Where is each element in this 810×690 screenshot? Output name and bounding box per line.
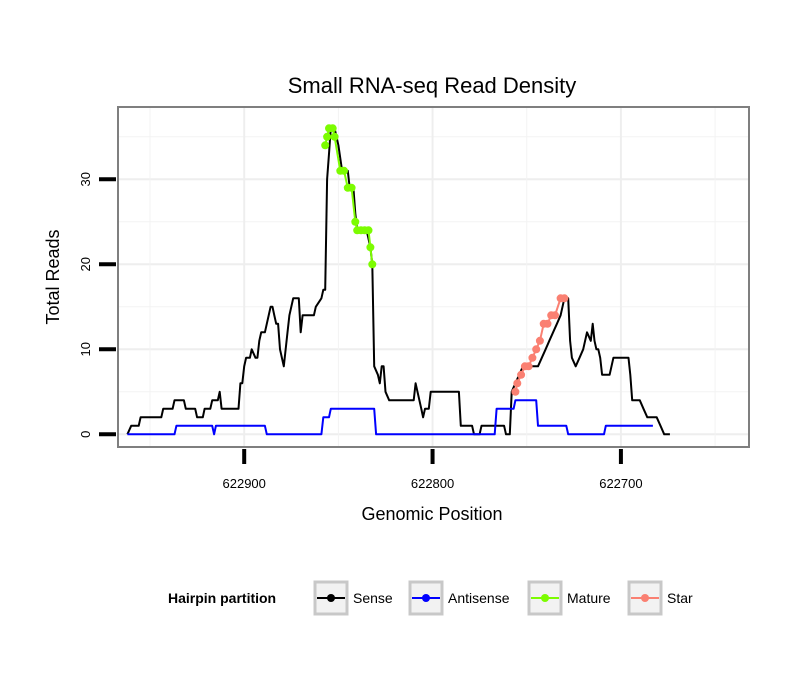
mature-point [347, 183, 356, 192]
chart-title: Small RNA-seq Read Density [288, 73, 577, 98]
x-axis: 622900 622800 622700 [223, 449, 643, 491]
mature-point [328, 124, 337, 133]
legend-key-dot [327, 594, 335, 602]
mature-point [366, 243, 375, 252]
plot-border [117, 106, 750, 448]
mature-point [368, 260, 377, 269]
x-tick-label: 622800 [411, 476, 454, 491]
x-axis-title: Genomic Position [361, 504, 502, 524]
star-point [543, 319, 552, 328]
grid-lines [118, 107, 749, 447]
star-point [551, 311, 559, 320]
star-point [528, 353, 537, 362]
x-tick-label: 622700 [599, 476, 642, 491]
legend-label-sense: Sense [353, 590, 393, 606]
mature-point [340, 166, 348, 175]
x-tick-label: 622900 [223, 476, 266, 491]
star-point [517, 370, 526, 379]
mature-point [351, 217, 360, 226]
legend-title: Hairpin partition [168, 590, 276, 606]
legend-item-star: Star [627, 580, 693, 616]
mature-point [321, 141, 330, 150]
legend-label-mature: Mature [567, 590, 611, 606]
star-point [513, 379, 522, 388]
y-tick-label: 0 [78, 431, 93, 438]
y-tick-label: 10 [78, 342, 93, 356]
y-tick-label: 20 [78, 257, 93, 271]
y-axis-title: Total Reads [43, 229, 63, 324]
y-axis: 0 10 20 30 [78, 172, 116, 438]
star-point [532, 345, 541, 354]
y-tick-label: 30 [78, 172, 93, 186]
legend-item-sense: Sense [313, 580, 393, 616]
legend-key-dot [541, 594, 549, 602]
star-point [535, 336, 544, 345]
legend-item-antisense: Antisense [408, 580, 510, 616]
star-point [511, 387, 520, 396]
mature-point [364, 226, 373, 235]
legend-label-star: Star [667, 590, 693, 606]
plot-panel [117, 106, 750, 448]
series-layer [126, 124, 670, 436]
antisense-line [127, 399, 653, 436]
mature-point [323, 132, 332, 141]
legend-key-dot [422, 594, 430, 602]
legend: Hairpin partition Sense Antisense Mature St… [168, 580, 693, 616]
mature-point [330, 132, 339, 141]
legend-item-mature: Mature [527, 580, 611, 616]
star-point [524, 362, 533, 371]
legend-label-antisense: Antisense [448, 590, 510, 606]
legend-key-dot [641, 594, 649, 602]
star-point [560, 294, 569, 303]
